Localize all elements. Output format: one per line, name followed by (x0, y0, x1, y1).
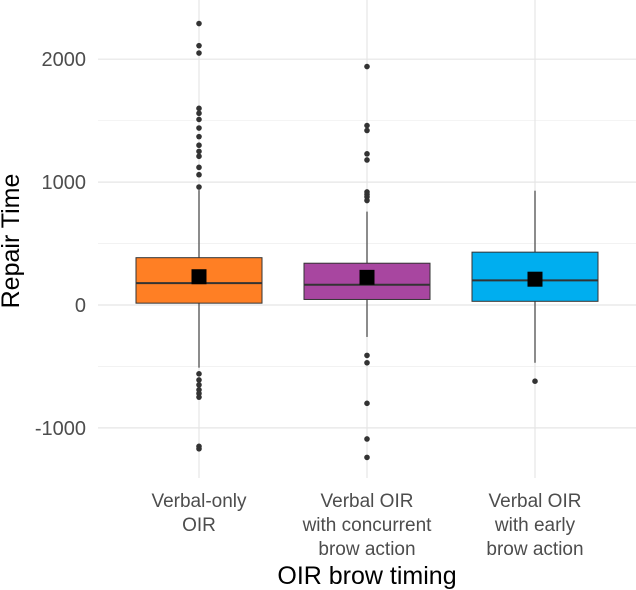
outlier-point (196, 377, 202, 383)
outlier-point (532, 378, 538, 384)
x-category-label-line: with early (494, 515, 576, 536)
outlier-point (196, 133, 202, 140)
x-category-label: Verbal-only OIR (151, 491, 247, 536)
outlier-point (364, 157, 370, 163)
x-category-label-line: brow action (486, 539, 583, 560)
outlier-point (196, 110, 202, 117)
outlier-point (196, 371, 202, 377)
y-tick-label: 2000 (42, 49, 87, 71)
outlier-point (196, 184, 202, 190)
outlier-point (364, 151, 370, 157)
x-category-label: Verbal OIR with concurrent brow action (302, 491, 433, 560)
x-axis-title: OIR brow timing (277, 562, 456, 590)
y-axis-tick-labels: -1000 0 1000 2000 (35, 49, 86, 440)
outlier-point (364, 359, 370, 366)
x-category-label-line: brow action (318, 539, 415, 560)
outlier-point (196, 116, 202, 123)
x-category-label-line: Verbal-only (151, 491, 247, 512)
outlier-point (196, 148, 202, 155)
outlier-point (364, 63, 370, 70)
mean-marker (527, 271, 543, 287)
x-category-label: Verbal OIR with early brow action (486, 491, 583, 560)
outlier-point (196, 153, 202, 160)
outlier-point (196, 50, 202, 56)
outlier-point (364, 400, 370, 407)
y-axis-title: Repair Time (0, 174, 25, 309)
y-tick-label: 1000 (42, 172, 87, 194)
outlier-point (364, 454, 370, 461)
y-tick-label: 0 (75, 295, 86, 317)
x-category-label-line: Verbal OIR (489, 491, 582, 512)
x-category-label-line: with concurrent (302, 515, 433, 536)
outlier-point (196, 164, 202, 171)
outlier-point (364, 127, 370, 134)
outlier-point (364, 436, 370, 442)
outlier-point (196, 171, 202, 178)
box-group (135, 20, 263, 452)
box-group (471, 190, 599, 384)
outlier-point (196, 445, 202, 452)
x-category-label-line: OIR (182, 515, 216, 536)
box-group (303, 63, 431, 461)
outlier-point (196, 394, 202, 400)
x-axis-category-labels: Verbal-only OIR Verbal OIR with concurrent b… (151, 491, 583, 560)
x-category-label-line: Verbal OIR (321, 491, 414, 512)
outlier-point (196, 382, 202, 388)
outlier-point (196, 20, 202, 27)
mean-marker (191, 269, 207, 285)
outlier-point (196, 42, 202, 49)
outlier-point (364, 122, 370, 129)
outlier-point (196, 125, 202, 131)
outlier-point (196, 142, 202, 149)
outlier-point (364, 352, 370, 359)
outlier-point (196, 105, 202, 112)
y-tick-label: -1000 (35, 418, 86, 440)
boxes (135, 20, 599, 461)
mean-marker (359, 269, 375, 285)
outlier-point (364, 197, 370, 204)
